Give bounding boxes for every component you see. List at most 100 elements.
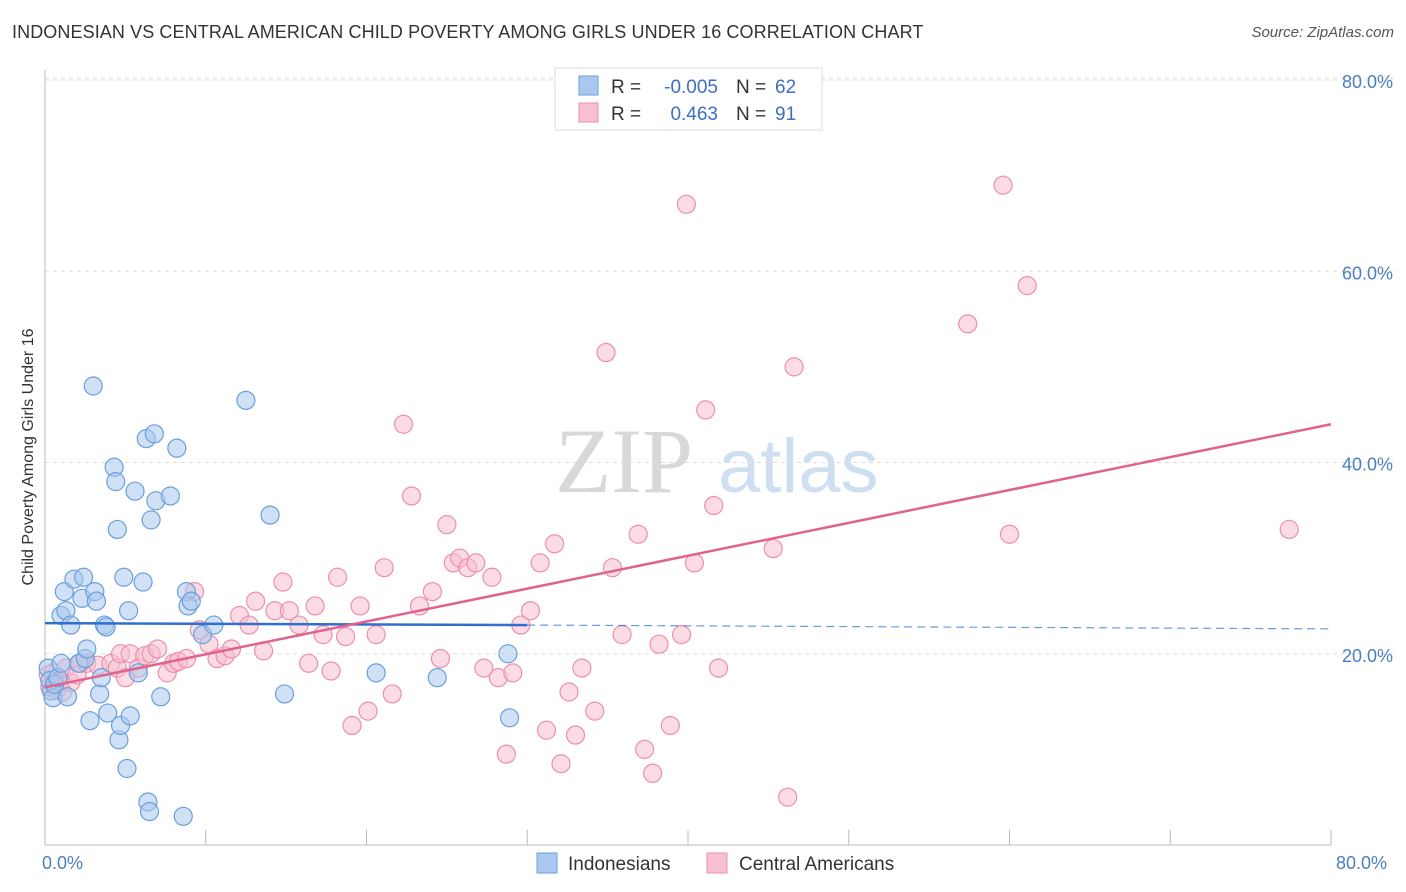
central-americans-trend-line (44, 423, 1332, 689)
indonesians-point (120, 706, 140, 726)
central-americans-point (147, 639, 168, 659)
indonesians-point (106, 472, 126, 492)
central-americans-point (536, 720, 557, 740)
central-americans-point (544, 534, 565, 554)
central-americans-point (437, 515, 457, 535)
central-americans-point (704, 495, 724, 516)
grid-lines (45, 77, 1393, 655)
legend-swatch-central-americans (706, 852, 728, 874)
y-tick-label: 20.0% (1342, 646, 1393, 666)
indonesians-point (141, 510, 161, 530)
indonesians-point (274, 684, 295, 704)
stats-legend-n-value-2: 91 (775, 104, 796, 125)
indonesians-point (125, 481, 145, 501)
x-axis-ticks (44, 830, 1332, 845)
stats-legend-r-label-1: R = (611, 77, 641, 98)
source-label: Source: ZipAtlas.com (1251, 24, 1394, 41)
y-axis-label: Child Poverty Among Girls Under 16 (20, 328, 37, 585)
x-tick-label-max: 80.0% (1336, 853, 1387, 873)
central-americans-point (596, 342, 616, 363)
indonesians-point (96, 617, 116, 637)
central-americans-point (643, 763, 663, 783)
indonesians-point (98, 703, 118, 723)
central-americans-point (358, 701, 378, 721)
central-americans-point (321, 661, 341, 681)
central-americans-point (482, 567, 502, 587)
indonesians-point (151, 687, 171, 707)
indonesians-point (498, 644, 518, 664)
central-americans-point (572, 658, 592, 678)
central-americans-point (696, 400, 716, 420)
central-americans-point (342, 715, 362, 736)
indonesians-trend-line (44, 621, 528, 627)
central-americans-point (602, 558, 623, 578)
indonesians-point (57, 687, 78, 707)
central-americans-point (350, 596, 370, 616)
indonesians-point (83, 376, 103, 396)
y-tick-label: 60.0% (1342, 263, 1393, 283)
indonesians-point (73, 567, 94, 587)
central-americans-point (676, 194, 696, 214)
central-americans-point (245, 591, 266, 611)
stats-legend-r-value-1: -0.005 (664, 77, 718, 98)
indonesians-point (114, 567, 134, 587)
central-americans-point (708, 658, 729, 678)
central-americans-point (612, 625, 632, 645)
central-americans-point (628, 524, 648, 544)
central-americans-point (299, 653, 319, 673)
central-americans-point (763, 538, 783, 559)
central-americans-point (993, 175, 1013, 195)
indonesians-point (173, 806, 193, 826)
central-americans-point (999, 524, 1020, 544)
central-americans-point (1017, 275, 1037, 296)
indonesians-point (260, 505, 280, 525)
central-americans-point (585, 701, 605, 721)
indonesians-point (51, 653, 71, 673)
indonesians-point (118, 601, 139, 621)
central-americans-point (496, 744, 516, 764)
central-americans-point (634, 739, 655, 759)
central-americans-point (374, 558, 394, 578)
central-americans-point (366, 625, 386, 645)
stats-legend-n-label-1: N = (736, 77, 766, 98)
legend-label-central-americans: Central Americans (739, 854, 894, 875)
central-americans-point (649, 634, 669, 654)
indonesians-point (61, 615, 81, 635)
series-legend: Indonesians Central Americans (536, 852, 894, 875)
indonesians-point (181, 591, 201, 611)
indonesians-point (160, 486, 180, 506)
central-americans-point (660, 715, 680, 736)
central-americans-point (784, 357, 804, 377)
central-americans-point (671, 625, 692, 645)
indonesians-point (86, 591, 107, 611)
trend-lines (44, 423, 1332, 689)
central-americans-point (273, 572, 293, 592)
indonesians-point (80, 711, 100, 731)
stats-legend-swatch-indonesians (578, 75, 599, 96)
central-americans-point (305, 596, 325, 616)
indonesians-trend-line-extension (527, 624, 1332, 630)
stats-legend: R = -0.005 N = 62 R = 0.463 N = 91 (554, 67, 823, 131)
stats-legend-r-value-2: 0.463 (670, 104, 718, 125)
indonesians-point (107, 519, 127, 540)
central-americans-point (530, 553, 550, 573)
central-americans-point (778, 787, 798, 807)
central-americans-point (474, 658, 494, 678)
indonesians-points (38, 376, 520, 826)
central-americans-point (279, 601, 299, 621)
central-americans-point (520, 601, 541, 621)
watermark-zip: ZIP (555, 410, 693, 512)
indonesians-point (139, 801, 160, 822)
y-tick-label: 80.0% (1342, 72, 1393, 92)
central-americans-point (422, 581, 443, 602)
indonesians-point (117, 758, 137, 779)
indonesians-point (236, 390, 256, 410)
central-americans-point (1279, 519, 1299, 540)
x-tick-label-min: 0.0% (42, 853, 83, 873)
central-americans-point (336, 626, 356, 647)
central-americans-point (565, 725, 586, 745)
stats-legend-n-label-2: N = (736, 104, 766, 125)
stats-legend-n-value-1: 62 (775, 77, 796, 98)
central-americans-point (551, 754, 571, 774)
